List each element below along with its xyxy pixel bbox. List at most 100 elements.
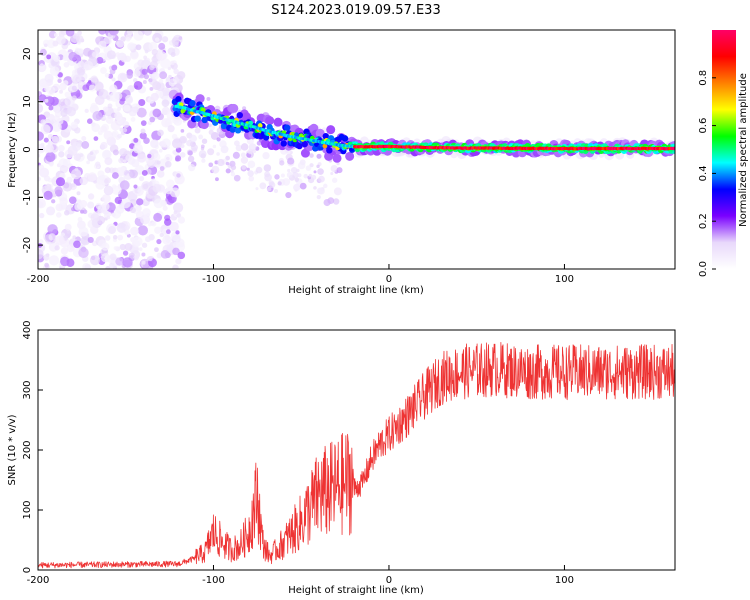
snr-panel: -200 -100 0 100 0 100 200 300 400 Height of stra… [7, 320, 676, 596]
spectrogram-noise-cell [187, 155, 195, 163]
spectrogram-ytick-label: 20 [22, 48, 33, 61]
spectrogram-noise-cell [172, 202, 184, 213]
spectrogram-noise-cell [175, 155, 182, 162]
spectrogram-noise-cell [144, 49, 149, 54]
spectrogram-noise-cell [305, 165, 312, 171]
spectrogram-noise-cell [100, 125, 107, 133]
spectrogram-noise-cell [171, 196, 176, 201]
spectrogram-noise-cell [100, 253, 111, 263]
spectrogram-noise-cell [290, 166, 298, 174]
spectrogram-noise-cell [143, 55, 148, 60]
spectrogram-noise-cell [64, 210, 70, 216]
spectrogram-noise-cell [117, 72, 128, 83]
colorbar-gradient [712, 30, 736, 269]
spectrogram-noise-cell [125, 36, 131, 42]
spectrogram-noise-cell [141, 169, 148, 176]
spectrogram-noise-cell [303, 173, 308, 179]
spectrogram-noise-cell [83, 60, 94, 71]
spectrogram-noise-cell [111, 212, 116, 217]
spectrogram-noise-cell [160, 58, 171, 69]
spectrogram-noise-cell [133, 184, 138, 189]
spectrogram-noise-cell [76, 67, 86, 76]
spectrogram-noise-cell [43, 175, 51, 182]
spectrogram-noise-cell [66, 244, 75, 253]
spectrogram-noise-cell [154, 226, 162, 234]
spectrogram-noise-cell [80, 209, 84, 214]
spectrogram-noise-cell [165, 229, 171, 235]
spectrogram-noise-cell [43, 43, 48, 48]
spectrogram-noise-cell [259, 182, 267, 190]
spectrogram-noise-cell [179, 135, 188, 144]
spectrogram-noise-cell [43, 190, 53, 200]
spectrogram-noise-cell [81, 136, 87, 142]
spectrogram-noise-cell [57, 144, 65, 152]
spectrogram-noise-cell [68, 196, 77, 205]
spectrogram-noise-cell [198, 134, 204, 140]
spectrogram-noise-cell [55, 177, 66, 187]
spectrogram-noise-cell [82, 209, 88, 215]
spectrogram-noise-cell [318, 175, 325, 183]
spectrogram-noise-cell [286, 171, 293, 178]
spectrogram-noise-cell [104, 157, 113, 166]
spectrogram-noise-cell [98, 30, 107, 35]
spectrogram-signal-cell [283, 124, 291, 131]
spectrogram-noise-cell [180, 143, 185, 149]
spectrogram-noise-cell [115, 205, 125, 214]
colorbar-ticks: 0.0 0.2 0.4 0.6 0.8 [698, 70, 716, 277]
spectrogram-noise-cell [46, 54, 52, 60]
spectrogram-noise-cell [143, 30, 153, 36]
spectrogram-noise-cell [172, 264, 179, 269]
spectrogram-signal-cell [300, 148, 310, 158]
spectrogram-noise-cell [104, 72, 110, 78]
spectrogram-noise-cell [240, 152, 246, 158]
spectrogram-noise-cell [68, 51, 78, 61]
spectrogram-xtick-label: 100 [555, 274, 574, 285]
spectrogram-noise-cell [156, 238, 162, 245]
spectrogram-noise-cell [49, 66, 60, 76]
spectrogram-noise-cell [136, 198, 144, 206]
spectrogram-noise-cell [71, 141, 82, 152]
spectrogram-noise-cell [154, 247, 159, 253]
spectrogram-noise-cell [106, 215, 111, 220]
spectrogram-noise-cell [169, 221, 179, 232]
snr-xtick-label: 0 [386, 575, 392, 586]
spectrogram-noise-cell [190, 144, 198, 152]
spectrogram-noise-cell [216, 137, 221, 142]
spectrogram-signal-cell [194, 115, 201, 122]
spectrogram-noise-cell [119, 127, 124, 132]
spectrogram-noise-cell [327, 197, 335, 205]
spectrogram-noise-cell [165, 77, 171, 82]
spectrogram-noise-cell [77, 60, 85, 68]
snr-xtick-label: -200 [27, 575, 50, 586]
spectrogram-noise-cell [297, 173, 302, 178]
spectrogram-noise-cell [141, 252, 146, 257]
spectrogram-noise-cell [208, 129, 214, 135]
spectrogram-noise-cell [87, 236, 94, 244]
spectrogram-noise-cell [52, 115, 61, 123]
spectrogram-noise-cell [177, 251, 186, 260]
spectrogram-noise-cell [54, 186, 63, 195]
spectrogram-noise-cell [88, 84, 96, 92]
spectrogram-noise-cell [66, 229, 71, 234]
spectrogram-noise-cell [40, 142, 45, 148]
spectrogram-noise-cell [255, 187, 259, 191]
spectrogram-noise-cell [38, 153, 41, 158]
spectrogram-signal-cell [201, 116, 208, 124]
spectrogram-noise-cell [65, 30, 75, 37]
spectrogram-noise-cell [124, 225, 130, 231]
spectrogram-noise-cell [179, 152, 186, 158]
spectrogram-noise-cell [46, 206, 56, 216]
spectrogram-noise-cell [51, 199, 56, 204]
spectrogram-noise-cell [98, 239, 107, 248]
spectrogram-noise-cell [266, 186, 272, 192]
spectrogram-noise-cell [207, 148, 215, 156]
spectrogram-noise-cell [156, 50, 167, 61]
spectrogram-noise-cell [109, 253, 117, 261]
spectrogram-noise-cell [106, 50, 116, 60]
spectrogram-noise-cell [158, 79, 164, 84]
spectrogram-noise-cell [287, 157, 295, 165]
spectrogram-noise-cell [52, 40, 59, 47]
spectrogram-noise-cell [38, 201, 41, 207]
spectrogram-noise-cell [114, 111, 123, 120]
